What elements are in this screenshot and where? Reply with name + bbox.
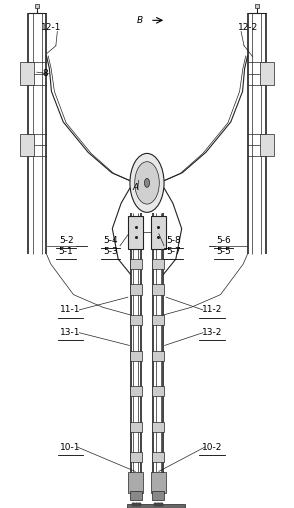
Text: 10-2: 10-2 — [201, 442, 222, 452]
Text: 12-1: 12-1 — [41, 23, 62, 33]
Text: 11-1: 11-1 — [60, 305, 81, 314]
Text: 5-4: 5-4 — [103, 236, 118, 245]
Bar — [20, 134, 34, 156]
Text: 13-2: 13-2 — [201, 328, 222, 337]
Bar — [20, 62, 34, 85]
Text: 10-1: 10-1 — [60, 442, 81, 452]
Bar — [130, 259, 142, 269]
Bar — [260, 134, 274, 156]
Bar — [152, 315, 164, 325]
Circle shape — [130, 153, 164, 212]
Bar — [152, 491, 164, 500]
Text: 11-2: 11-2 — [201, 305, 222, 314]
Bar — [152, 386, 164, 396]
Bar — [255, 4, 259, 8]
Bar — [260, 62, 274, 85]
Bar — [152, 259, 164, 269]
Text: 5-5: 5-5 — [216, 247, 231, 256]
Bar — [128, 216, 143, 249]
Bar — [152, 351, 164, 361]
Bar — [151, 216, 166, 249]
Bar — [130, 315, 142, 325]
Bar — [130, 284, 142, 295]
Bar — [130, 422, 142, 432]
Text: 5-3: 5-3 — [103, 247, 118, 256]
Bar — [152, 452, 164, 462]
Bar — [130, 491, 142, 500]
Bar — [130, 452, 142, 462]
Text: 8: 8 — [43, 69, 49, 78]
Text: 5-7: 5-7 — [166, 247, 181, 256]
Bar — [35, 4, 39, 8]
Text: 12-2: 12-2 — [238, 23, 258, 33]
Text: 5-8: 5-8 — [166, 236, 181, 245]
Bar — [152, 284, 164, 295]
Bar — [152, 422, 164, 432]
Bar — [128, 472, 143, 493]
Bar — [130, 386, 142, 396]
Text: 5-6: 5-6 — [216, 236, 231, 245]
Circle shape — [144, 178, 150, 187]
Text: B: B — [137, 16, 143, 25]
Text: 13-1: 13-1 — [60, 328, 81, 337]
Bar — [127, 504, 185, 508]
Bar — [130, 351, 142, 361]
Text: A: A — [132, 183, 138, 193]
Text: 5-1: 5-1 — [59, 247, 74, 256]
Text: 5-2: 5-2 — [59, 236, 74, 245]
Bar — [151, 472, 166, 493]
Circle shape — [135, 162, 159, 204]
